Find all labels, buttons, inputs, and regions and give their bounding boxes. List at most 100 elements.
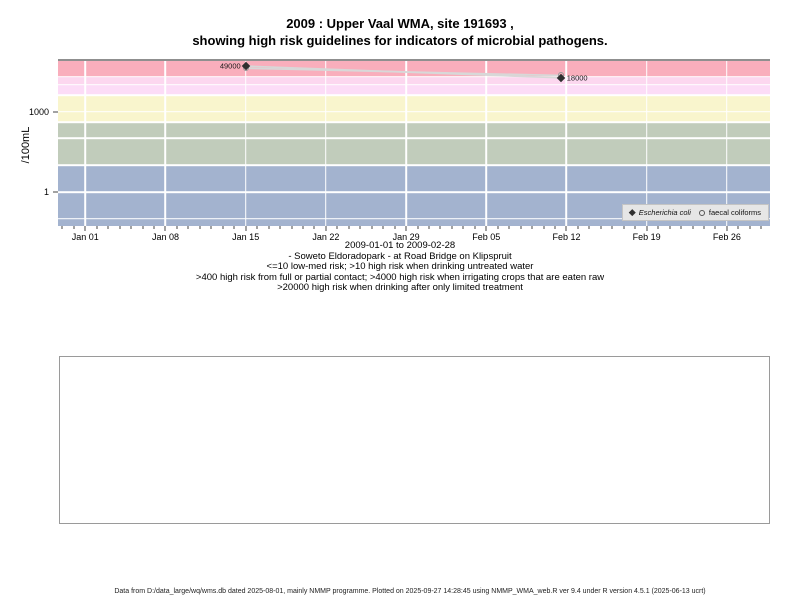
x-tick-label: Jan 15 [232,232,260,242]
x-minor-tick-mark [348,226,350,229]
x-minor-tick-mark [268,226,270,229]
x-minor-tick-mark [749,226,751,229]
x-minor-tick-mark [634,226,636,229]
x-tick-label: Jan 08 [151,232,179,242]
x-minor-tick-mark [187,226,189,229]
y-tick-mark [53,191,58,193]
x-minor-tick-mark [382,226,384,229]
x-minor-tick-mark [336,226,338,229]
x-minor-tick-mark [291,226,293,229]
legend-item-faecal-coliforms: faecal coliforms [698,208,761,217]
page-title-line2: showing high risk guidelines for indicat… [192,33,608,48]
plot-area: Escherichia coli faecal coliforms 49000 1… [58,59,770,226]
series-line [245,67,561,77]
x-axis: Jan 01 Jan 08 Jan 15 Jan 22 Jan 29 Feb 05 Feb … [58,226,770,252]
x-minor-tick-mark [256,226,258,229]
y-tick-label: 1000 [28,106,49,117]
plot-border-top [58,59,770,61]
x-minor-tick-mark [508,226,510,229]
x-major-tick-mark [164,226,166,231]
horizontal-gridline [58,94,770,97]
footer-note: Data from D:/data_large/wq/wms.db dated … [114,588,706,595]
x-minor-tick-mark [210,226,212,229]
caption-date-range: 2009-01-01 to 2009-02-28 [344,240,456,251]
x-major-tick-mark [245,226,247,231]
caption-site-description: - Soweto Eldoradopark - at Road Bridge o… [288,250,512,262]
x-minor-tick-mark [611,226,613,229]
x-minor-tick-mark [130,226,132,229]
caption-guideline-2: >400 high risk from full or partial cont… [195,271,605,283]
x-minor-tick-mark [543,226,545,229]
horizontal-gridline [58,164,770,166]
chart-captions: 2009-01-01 to 2009-02-28 - Soweto Eldora… [0,240,800,294]
vertical-gridline [565,59,568,226]
x-minor-tick-mark [371,226,373,229]
x-minor-tick-mark [222,226,224,229]
data-point-label: 18000 [566,73,588,83]
x-minor-tick-mark [462,226,464,229]
x-minor-tick-mark [176,226,178,229]
horizontal-gridline [58,191,770,193]
x-minor-tick-mark [554,226,556,229]
x-tick-label: Feb 26 [712,232,741,242]
risk-band [58,76,770,85]
x-major-tick-mark [485,226,487,231]
x-minor-tick-mark [107,226,109,229]
vertical-gridline [84,59,87,226]
page-title-line1: 2009 : Upper Vaal WMA, site 191693 , [286,16,514,31]
x-minor-tick-mark [313,226,315,229]
x-minor-tick-mark [520,226,522,229]
horizontal-gridline [58,83,770,86]
x-tick-label: Jan 29 [392,232,420,242]
x-minor-tick-mark [577,226,579,229]
x-minor-tick-mark [279,226,281,229]
x-minor-tick-mark [657,226,659,229]
x-minor-tick-mark [302,226,304,229]
x-minor-tick-mark [199,226,201,229]
x-minor-tick-mark [96,226,98,229]
risk-band [58,84,770,96]
horizontal-gridline [58,110,770,113]
risk-band [58,122,770,166]
x-tick-label: Jan 01 [71,232,99,242]
vertical-gridline [244,59,247,226]
horizontal-gridline [58,75,770,78]
x-minor-tick-mark [760,226,762,229]
x-minor-tick-mark [417,226,419,229]
x-minor-tick-mark [588,226,590,229]
caption-guideline-3: >20000 high risk when drinking after onl… [277,282,523,293]
x-minor-tick-mark [61,226,63,229]
x-minor-tick-mark [623,226,625,229]
risk-band [58,95,770,123]
open-circle-icon [698,209,705,216]
x-tick-label: Feb 12 [552,232,581,242]
x-minor-tick-mark [73,226,75,229]
x-minor-tick-mark [153,226,155,229]
x-major-tick-mark [726,226,728,231]
horizontal-gridline [58,121,770,123]
x-minor-tick-mark [451,226,453,229]
data-point-label: 49000 [219,61,241,71]
vertical-gridline [405,59,407,226]
x-minor-tick-mark [600,226,602,229]
horizontal-gridline [58,137,770,140]
y-axis: 1000 1 [0,59,58,226]
x-minor-tick-mark [142,226,144,229]
x-minor-tick-mark [439,226,441,229]
vertical-gridline [645,59,648,226]
filled-diamond-icon [629,209,636,216]
horizontal-gridline [58,218,770,220]
legend-label-escherichia-coli: Escherichia coli [638,208,691,217]
x-minor-tick-mark [714,226,716,229]
x-major-tick-mark [405,226,407,231]
x-minor-tick-mark [359,226,361,229]
x-minor-tick-mark [531,226,533,229]
x-major-tick-mark [565,226,567,231]
page-title: 2009 : Upper Vaal WMA, site 191693 , sho… [0,15,800,49]
x-minor-tick-mark [680,226,682,229]
legend: Escherichia coli faecal coliforms [622,204,769,221]
x-major-tick-mark [646,226,648,231]
vertical-gridline [726,59,728,226]
caption-guideline-1: <=10 low-med risk; >10 high risk when dr… [266,261,534,272]
x-tick-label: Feb 19 [632,232,661,242]
